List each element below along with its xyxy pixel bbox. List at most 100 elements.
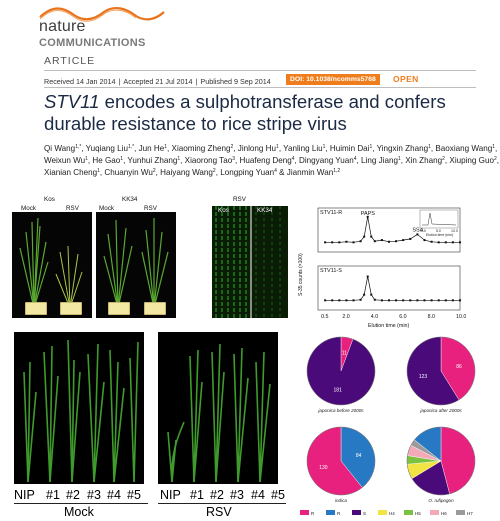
inset-tick: 10.0 [451, 229, 458, 233]
group-title-kos: Kos [44, 196, 55, 203]
plot-title: STV11-R [320, 210, 342, 216]
pie-outline [306, 426, 376, 496]
open-access-label: OPEN [393, 74, 419, 84]
slice-label: 11 [342, 351, 347, 357]
sub-label-mock: Mock [99, 205, 115, 212]
x-tick-label: 6.0 [399, 314, 406, 320]
author-affiliation: 1,2 [333, 168, 341, 175]
inset-xlabel: Elution time (min) [426, 233, 453, 237]
author-affiliation: 4 [291, 156, 295, 163]
pie-outline [306, 336, 376, 406]
plot-frame [317, 265, 461, 311]
data-point [366, 215, 369, 218]
data-point [416, 299, 419, 302]
plant-pot [60, 302, 82, 315]
author-name: Jianmin Wan [286, 168, 334, 178]
data-point [402, 299, 405, 302]
author-name: Ling Jiang [361, 156, 398, 166]
author-name: Qi Wang [44, 144, 76, 153]
author-name: Xin Zhang [405, 156, 443, 166]
data-point [366, 275, 369, 278]
data-point [380, 299, 383, 302]
author-affiliation: 1 [164, 144, 168, 150]
legend-label: H4 [389, 511, 395, 516]
pie-title: japonica before 2000s [317, 408, 364, 413]
pie-outline [406, 426, 476, 496]
line-label: #4 [107, 488, 121, 502]
author-affiliation: 1 [397, 156, 401, 163]
logo-nature-text: nature [39, 18, 86, 35]
article-title: STV11 encodes a sulphotransferase and co… [44, 91, 484, 135]
dates-divider [44, 87, 476, 88]
data-point [373, 240, 376, 243]
author-affiliation: 1,* [127, 144, 135, 150]
legend-swatch [404, 510, 413, 515]
title-line-2: durable resistance to rice stripe virus [44, 113, 347, 134]
data-point [352, 299, 355, 302]
legend-label: H7 [467, 511, 473, 516]
sub-label-rsv: RSV [144, 205, 157, 212]
legend-label: H6 [441, 511, 447, 516]
inset-frame [419, 209, 459, 229]
pie-title: japonica after 2000s [419, 408, 462, 413]
data-point [409, 237, 412, 240]
caption-underline [158, 503, 286, 504]
author-affiliation: 1,* [75, 144, 82, 150]
line-label: #1 [46, 488, 60, 502]
data-point [370, 293, 373, 296]
series-line [325, 276, 460, 301]
inset-line [422, 212, 457, 226]
author-name: Chuanyin Wu [104, 168, 153, 178]
author-name: Jun He [138, 144, 165, 153]
logo-communications-text: COMMUNICATIONS [39, 37, 146, 49]
author-affiliation: 2 [493, 156, 497, 163]
group-title-kk34: KK34 [122, 196, 138, 203]
data-point [388, 299, 390, 302]
author-conjunction: & [279, 168, 285, 178]
logo-wave-icon [39, 6, 165, 22]
author-name: Xiuping Guo [449, 156, 494, 166]
micro-label-kos: Kos [218, 207, 229, 214]
author-affiliation: 2 [212, 168, 216, 175]
date-separator: | [118, 76, 121, 86]
plant-pot [108, 302, 130, 315]
author-name: Yingxin Zhang [376, 144, 429, 153]
series-line [325, 216, 460, 243]
y-axis-label: S-35 counts (×100) [298, 253, 304, 296]
doi-badge[interactable]: DOI: 10.1038/ncomms5768 [286, 74, 380, 85]
data-point [395, 240, 398, 243]
data-point [388, 240, 390, 243]
legend-swatch [430, 510, 439, 515]
sub-label-rsv: RSV [66, 205, 79, 212]
data-point [324, 241, 327, 244]
legend-swatch [326, 510, 335, 515]
data-point [444, 241, 447, 244]
pie-title: indica [335, 498, 347, 503]
journal-logo[interactable]: nature COMMUNICATIONS [22, 4, 182, 52]
x-tick-label: 0.5 [321, 314, 328, 320]
author-name: Weixun Wu [44, 156, 86, 166]
data-point [459, 299, 461, 302]
plant-photo-kos [12, 212, 92, 318]
pie-title: O. rufipogon [428, 498, 454, 503]
data-point [451, 299, 454, 302]
data-point [423, 299, 426, 302]
author-name: Yuqiang Liu [85, 144, 128, 153]
author-affiliation: 1 [120, 156, 124, 163]
section-label: ARTICLE [44, 55, 96, 67]
title-line-1: encodes a sulphotransferase and confers [99, 91, 446, 112]
plant-photo-mock [14, 332, 144, 484]
data-point [402, 239, 405, 242]
line-label: #5 [127, 488, 141, 502]
legend-label: R [337, 511, 341, 516]
plot-frame [317, 207, 461, 253]
legend-swatch [378, 510, 387, 515]
sub-label-mock: Mock [21, 205, 37, 212]
legend-label: R [311, 511, 315, 516]
data-point [451, 241, 454, 244]
author-name: He Gao [92, 156, 121, 166]
plant-photo-rsv [158, 332, 278, 484]
data-point [459, 241, 461, 244]
line-label-nip: NIP [14, 488, 35, 502]
line-label: #1 [190, 488, 204, 502]
